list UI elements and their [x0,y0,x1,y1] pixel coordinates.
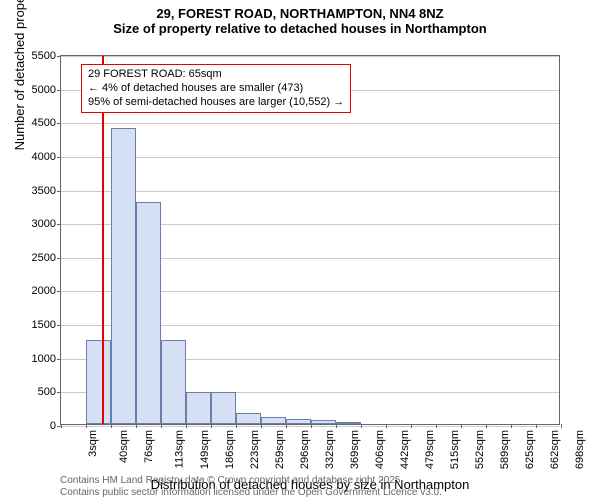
x-tick-mark [386,424,387,428]
y-tick-label: 1000 [32,353,56,365]
y-tick-mark [57,191,61,192]
y-tick-mark [57,90,61,91]
x-tick-label: 662sqm [549,430,561,469]
histogram-bar [211,392,236,424]
x-tick-mark [261,424,262,428]
y-tick-label: 0 [50,420,56,432]
y-tick-mark [57,291,61,292]
x-tick-mark [61,424,62,428]
y-tick-mark [57,359,61,360]
histogram-bar [336,422,361,424]
x-tick-mark [336,424,337,428]
title-address: 29, FOREST ROAD, NORTHAMPTON, NN4 8NZ [0,6,600,21]
x-tick-label: 369sqm [349,430,361,469]
y-tick-label: 2000 [32,285,56,297]
x-tick-label: 589sqm [499,430,511,469]
x-tick-label: 515sqm [449,430,461,469]
x-tick-mark [536,424,537,428]
x-tick-label: 625sqm [524,430,536,469]
x-tick-label: 442sqm [399,430,411,469]
x-tick-mark [286,424,287,428]
y-tick-label: 1500 [32,319,56,331]
footnote: Contains HM Land Registry data © Crown c… [60,475,442,498]
y-tick-mark [57,325,61,326]
y-tick-label: 500 [38,386,56,398]
x-tick-label: 149sqm [199,430,211,469]
y-tick-label: 3000 [32,218,56,230]
x-tick-mark [411,424,412,428]
x-tick-label: 40sqm [118,430,130,463]
y-tick-mark [57,392,61,393]
histogram-bar [86,340,111,424]
x-tick-mark [186,424,187,428]
x-tick-mark [461,424,462,428]
y-tick-label: 4000 [32,151,56,163]
x-tick-label: 113sqm [173,430,185,468]
y-tick-label: 3500 [32,185,56,197]
x-tick-mark [161,424,162,428]
footnote-line-1: Contains HM Land Registry data © Crown c… [60,475,442,487]
annotation-line: ← 4% of detached houses are smaller (473… [88,82,344,96]
histogram-bar [311,420,336,424]
y-tick-mark [57,157,61,158]
footnote-line-2: Contains public sector information licen… [60,487,442,499]
histogram-bar [186,392,211,424]
plot-area: 0500100015002000250030003500400045005000… [60,55,560,425]
y-tick-mark [57,224,61,225]
y-tick-mark [57,258,61,259]
x-tick-mark [486,424,487,428]
x-tick-label: 259sqm [274,430,286,469]
x-tick-mark [211,424,212,428]
x-tick-label: 296sqm [299,430,311,469]
gridline [61,56,559,57]
x-tick-label: 479sqm [424,430,436,469]
y-tick-label: 2500 [32,252,56,264]
gridline [61,123,559,124]
histogram-bar [136,202,161,424]
title-subtitle: Size of property relative to detached ho… [0,21,600,36]
x-tick-label: 223sqm [249,430,261,469]
x-tick-label: 3sqm [87,430,99,457]
x-tick-mark [111,424,112,428]
histogram-bar [236,413,261,424]
x-tick-label: 186sqm [224,430,236,469]
x-tick-mark [136,424,137,428]
y-tick-label: 5000 [32,84,56,96]
x-tick-mark [236,424,237,428]
y-tick-mark [57,56,61,57]
histogram-bar [286,419,311,424]
x-tick-label: 76sqm [143,430,155,463]
annotation-line: 95% of semi-detached houses are larger (… [88,96,344,110]
x-tick-mark [436,424,437,428]
annotation-line: 29 FOREST ROAD: 65sqm [88,68,344,82]
histogram-bar [111,128,136,424]
title-block: 29, FOREST ROAD, NORTHAMPTON, NN4 8NZ Si… [0,0,600,36]
x-tick-mark [86,424,87,428]
y-tick-mark [57,123,61,124]
y-tick-label: 4500 [32,117,56,129]
chart-area: Number of detached properties 0500100015… [60,55,560,425]
x-tick-mark [561,424,562,428]
histogram-bar [261,417,286,424]
x-tick-mark [511,424,512,428]
x-tick-label: 698sqm [574,430,586,469]
histogram-bar [161,340,186,424]
x-tick-label: 552sqm [474,430,486,469]
annotation-box: 29 FOREST ROAD: 65sqm← 4% of detached ho… [81,64,351,113]
x-tick-label: 332sqm [324,430,336,469]
x-tick-label: 406sqm [374,430,386,469]
y-axis-label: Number of detached properties [12,0,27,150]
y-tick-label: 5500 [32,50,56,62]
x-tick-mark [311,424,312,428]
x-tick-mark [361,424,362,428]
